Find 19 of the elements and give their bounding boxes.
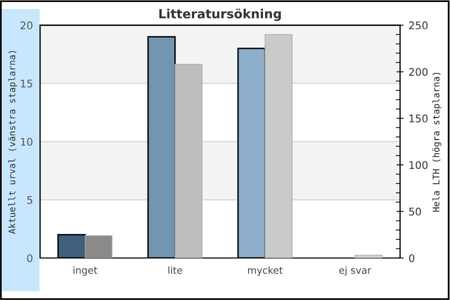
y-tick-label: 15	[20, 80, 32, 88]
y2-tick-label: 0	[409, 254, 414, 262]
y2-tick-label: 200	[409, 68, 428, 76]
x-tick-label: ej svar	[339, 266, 372, 276]
bar	[354, 254, 382, 258]
chart-title: Litteratursökning	[159, 8, 281, 21]
y2-tick-label: 100	[410, 161, 428, 169]
y2-tick-label: 250	[409, 21, 428, 30]
y2-tick-label: 50	[409, 208, 421, 216]
y2-axis-title: Hela LTH (högra staplarna)	[432, 72, 442, 212]
x-tick-label: mycket	[248, 266, 283, 276]
y-tick-label: 0	[27, 254, 32, 262]
y-tick-label: 10	[20, 138, 32, 146]
y2-tick-label: 150	[410, 114, 428, 122]
y-tick-label: 20	[20, 21, 32, 30]
y-tick-label: 5	[27, 196, 32, 204]
x-tick-label: lite	[168, 266, 182, 274]
y-axis-title: Aktuellt urval (vänstra staplarna)	[8, 51, 18, 234]
x-tick-label: inget	[74, 266, 98, 276]
